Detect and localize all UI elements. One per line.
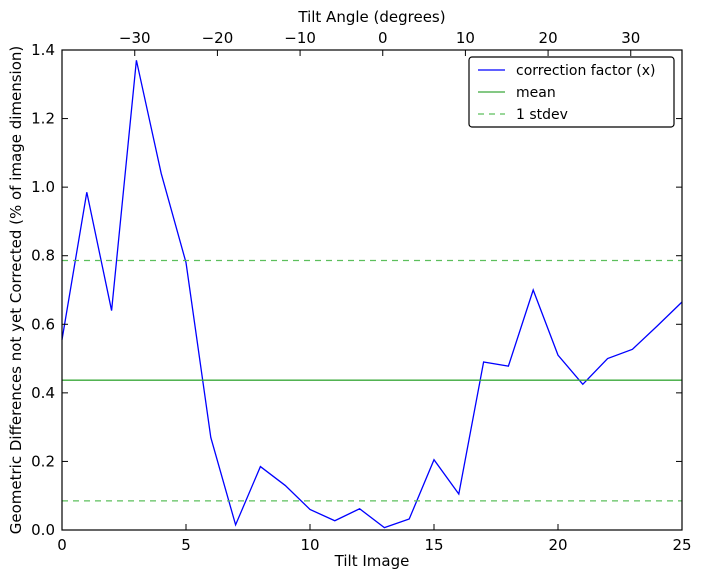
- plot-frame: [61, 49, 683, 531]
- legend-box: [468, 56, 675, 128]
- x-tick-label: 5: [181, 536, 191, 554]
- x-tick-label: 0: [57, 536, 67, 554]
- y-tick-label: 1.2: [31, 110, 55, 128]
- y-tick-label: 0.2: [31, 452, 55, 470]
- y-tick-label: 1.4: [31, 41, 55, 59]
- top-tick-label: 0: [378, 29, 388, 47]
- y-tick-label: 0.6: [31, 315, 55, 333]
- top-tick-label: −30: [119, 29, 151, 47]
- y-tick-label: 0.4: [31, 384, 55, 402]
- y-tick-label: 1.0: [31, 178, 55, 196]
- top-tick-label: −20: [202, 29, 234, 47]
- top-tick-label: −10: [284, 29, 316, 47]
- y-tick-label: 0.0: [31, 521, 55, 539]
- ticks-layer: 0 5 10 15 20 25 0.0 0.2 0.4 0.6 0.8 1.0 1.2 1.4 −30 −20…: [31, 29, 691, 554]
- y-axis-label: Geometric Differences not yet Corrected …: [7, 46, 25, 535]
- x-tick-label: 25: [672, 536, 691, 554]
- legend-label-mean: mean: [516, 85, 556, 101]
- series-layer: [61, 60, 683, 529]
- top-tick-label: 20: [539, 29, 558, 47]
- x-tick-label: 10: [300, 536, 319, 554]
- legend-label-correction-factor: correction factor (x): [516, 63, 655, 79]
- legend-label-stdev: 1 stdev: [516, 107, 568, 123]
- y-tick-label: 0.8: [31, 247, 55, 265]
- top-tick-label: 10: [456, 29, 475, 47]
- x-tick-label: 15: [424, 536, 443, 554]
- x-tick-label: 20: [548, 536, 567, 554]
- legend: correction factor (x) mean 1 stdev: [468, 56, 675, 128]
- top-axis-label: Tilt Angle (degrees): [297, 8, 445, 26]
- top-tick-label: 30: [621, 29, 640, 47]
- series-line-correction-factor-x: [61, 60, 683, 529]
- x-axis-label: Tilt Image: [334, 552, 410, 570]
